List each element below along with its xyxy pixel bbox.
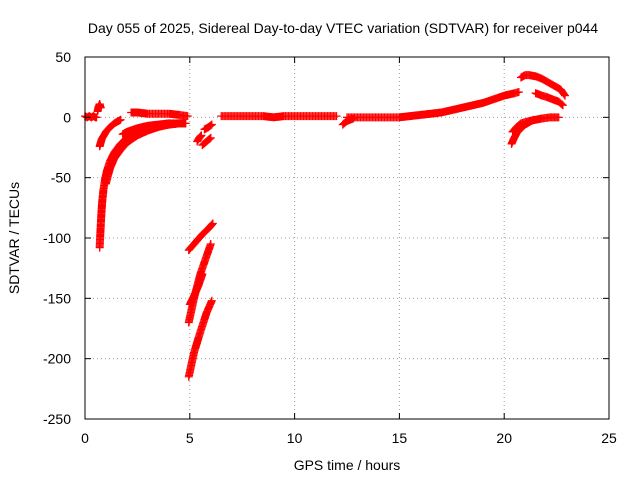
x-tick-label: 15 xyxy=(392,430,408,446)
point-markers xyxy=(93,100,105,116)
y-tick-label: -150 xyxy=(43,290,71,306)
point-markers xyxy=(217,112,341,122)
series-late-dip-2 xyxy=(508,113,563,136)
series-drop-steep-3 xyxy=(185,270,207,309)
y-tick-label: -200 xyxy=(43,351,71,367)
axis-ticks: 0 5 10 15 20 25 -250 -200 -150 -100 -50 0 50 xyxy=(43,49,617,446)
point-markers xyxy=(184,296,216,381)
point-markers xyxy=(95,119,190,252)
y-tick-label: -250 xyxy=(43,411,71,427)
point-markers xyxy=(185,270,207,309)
point-markers xyxy=(508,113,563,136)
point-markers xyxy=(95,115,125,151)
plot-frame xyxy=(84,56,610,420)
series-afternoon-rise xyxy=(343,87,523,122)
grid xyxy=(85,57,609,419)
y-tick-label: -100 xyxy=(43,230,71,246)
series-dip-branch-1 xyxy=(95,119,190,252)
series-midday-flat xyxy=(217,112,341,122)
point-markers xyxy=(516,71,569,100)
point-markers xyxy=(184,219,217,255)
y-axis-label: SDTVAR / TECUs xyxy=(6,182,22,294)
series-drop-shallow xyxy=(184,219,217,255)
series-morning-flat-1 xyxy=(127,108,192,121)
point-markers xyxy=(343,87,523,122)
series-dip-branch-4 xyxy=(118,119,184,139)
y-tick-label: 50 xyxy=(55,49,71,65)
series-gap-a xyxy=(193,131,206,146)
series-late-drift xyxy=(531,89,567,110)
series-gap-c xyxy=(200,120,216,134)
series-gap-b xyxy=(198,133,215,150)
x-tick-label: 10 xyxy=(287,430,303,446)
point-markers xyxy=(127,108,192,121)
series-pre-dawn-spike xyxy=(93,100,105,116)
chart-title: Day 055 of 2025, Sidereal Day-to-day VTE… xyxy=(88,20,598,36)
data-points xyxy=(81,71,569,381)
point-markers xyxy=(193,131,206,146)
point-markers xyxy=(200,120,216,134)
y-tick-label: -50 xyxy=(51,170,71,186)
x-tick-label: 20 xyxy=(496,430,512,446)
point-markers xyxy=(198,133,215,150)
point-markers xyxy=(531,89,567,110)
x-axis-label: GPS time / hours xyxy=(294,457,401,473)
y-tick-label: 0 xyxy=(63,109,71,125)
x-tick-label: 25 xyxy=(601,430,617,446)
series-late-hump xyxy=(516,71,569,100)
series-drop-steep-1 xyxy=(184,296,216,381)
series-dip-branch-3 xyxy=(95,115,125,151)
x-tick-label: 5 xyxy=(186,430,194,446)
point-markers xyxy=(118,119,184,139)
x-tick-label: 0 xyxy=(81,430,89,446)
